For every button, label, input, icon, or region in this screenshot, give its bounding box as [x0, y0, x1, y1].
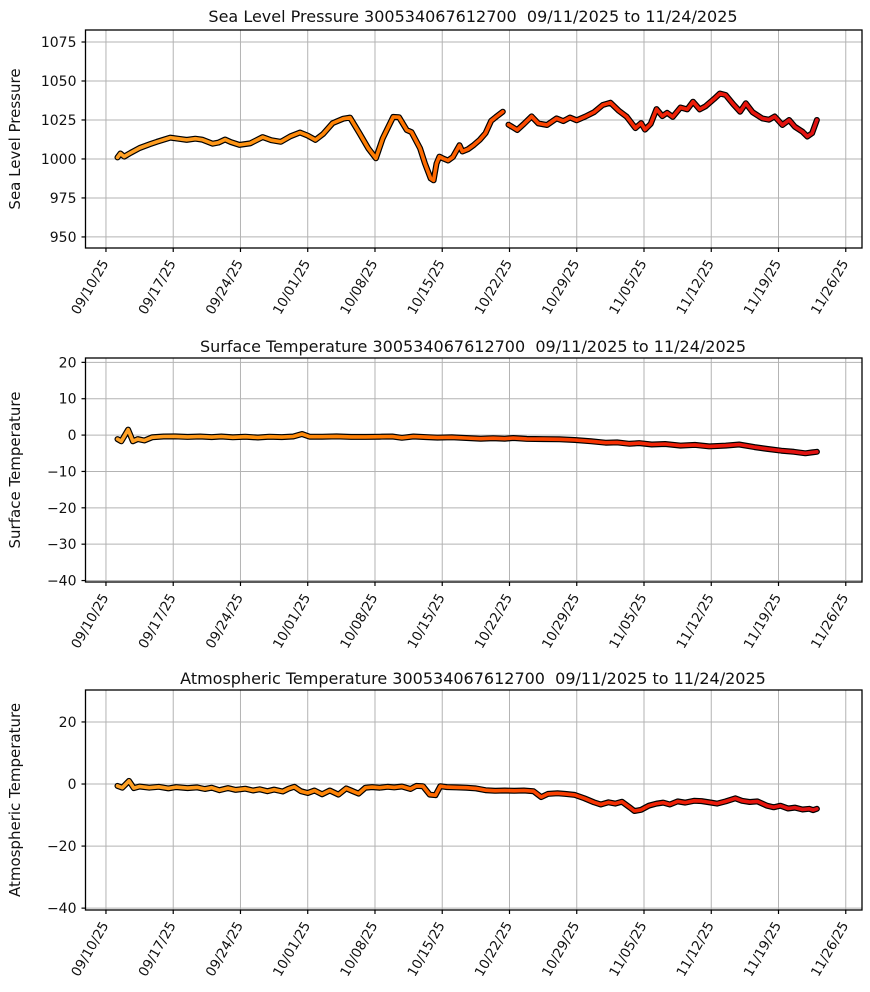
x-tick-label: 10/01/25	[270, 919, 314, 980]
chart-title: Atmospheric Temperature 300534067612700 …	[180, 669, 766, 688]
y-tick-label: −10	[47, 464, 77, 480]
x-tick-label: 10/22/25	[472, 919, 516, 980]
chart-title: Sea Level Pressure 300534067612700 09/11…	[208, 7, 737, 26]
x-tick-label: 11/26/25	[808, 919, 852, 980]
axes-border	[84, 689, 863, 911]
x-tick-label: 11/19/25	[741, 919, 785, 980]
x-tick-label: 09/17/25	[136, 919, 180, 980]
x-tick-label: 10/01/25	[270, 591, 314, 652]
y-tick-label: 975	[50, 191, 77, 207]
axes-border	[84, 357, 863, 583]
x-tick-label: 11/19/25	[741, 257, 785, 318]
y-tick-label: 1075	[41, 35, 77, 51]
chart-title: Surface Temperature 300534067612700 09/1…	[200, 337, 746, 356]
x-tick-label: 11/05/25	[606, 919, 650, 980]
chart-sea-level-pressure: Sea Level Pressure 300534067612700 09/11…	[6, 7, 863, 318]
series-line	[115, 109, 505, 183]
x-tick-label: 10/15/25	[405, 591, 449, 652]
x-tick-label: 11/12/25	[674, 257, 718, 318]
x-tick-label: 10/01/25	[270, 257, 314, 318]
x-tick-label: 09/17/25	[136, 591, 180, 652]
x-tick-label: 09/24/25	[203, 257, 247, 318]
x-tick-label: 10/15/25	[405, 257, 449, 318]
x-tick-label: 10/22/25	[472, 591, 516, 652]
x-tick-label: 09/24/25	[203, 919, 247, 980]
y-tick-label: 10	[59, 392, 77, 408]
x-tick-label: 09/17/25	[136, 257, 180, 318]
x-tick-label: 11/26/25	[808, 257, 852, 318]
y-tick-label: 950	[50, 230, 77, 246]
x-tick-label: 10/08/25	[337, 919, 381, 980]
x-tick-label: 10/22/25	[472, 257, 516, 318]
y-tick-label: 0	[68, 428, 77, 444]
x-tick-label: 11/05/25	[606, 591, 650, 652]
x-tick-label: 10/08/25	[337, 257, 381, 318]
y-tick-label: −20	[47, 839, 77, 855]
y-tick-label: 1000	[41, 152, 77, 168]
y-tick-label: 20	[59, 355, 77, 371]
plot-area: 09/10/25 09/17/25 09/24/25 10/01/25 10/08/25…	[47, 689, 863, 980]
x-tick-label: 11/12/25	[674, 591, 718, 652]
y-tick-label: 1050	[41, 74, 77, 90]
series-line-edge	[114, 426, 820, 457]
x-tick-label: 11/12/25	[674, 919, 718, 980]
x-tick-label: 10/08/25	[337, 591, 381, 652]
chart-surface-temperature: Surface Temperature 300534067612700 09/1…	[6, 337, 863, 652]
x-tick-label: 09/10/25	[68, 591, 112, 652]
y-tick-label: 0	[68, 777, 77, 793]
x-tick-label: 09/24/25	[203, 591, 247, 652]
x-tick-label: 10/15/25	[405, 919, 449, 980]
y-axis-label: Sea Level Pressure	[6, 68, 24, 209]
y-tick-label: 20	[59, 715, 77, 731]
plot-area: 09/10/25 09/17/25 09/24/25 10/01/25 10/08/25…	[47, 355, 863, 652]
x-tick-label: 10/29/25	[539, 919, 583, 980]
y-tick-label: −30	[47, 537, 77, 553]
y-axis-label: Atmospheric Temperature	[6, 703, 24, 897]
axes-border	[84, 29, 863, 249]
series-line-edge	[114, 777, 820, 814]
y-tick-label: −40	[47, 901, 77, 917]
y-tick-label: −20	[47, 501, 77, 517]
series-line-edge	[114, 108, 506, 184]
plot-area: 09/10/25 09/17/25 09/24/25 10/01/25 10/08/25…	[41, 29, 863, 318]
y-tick-label: −40	[47, 574, 77, 590]
series-line	[115, 779, 819, 813]
x-tick-label: 10/29/25	[539, 257, 583, 318]
series-line	[506, 91, 819, 139]
x-tick-label: 10/29/25	[539, 591, 583, 652]
y-axis-label: Surface Temperature	[6, 392, 24, 549]
x-tick-label: 11/05/25	[606, 257, 650, 318]
x-tick-label: 09/10/25	[68, 919, 112, 980]
chart-atmospheric-temperature: Atmospheric Temperature 300534067612700 …	[6, 669, 863, 980]
y-tick-label: 1025	[41, 113, 77, 129]
series-line	[115, 427, 819, 456]
x-tick-label: 09/10/25	[68, 257, 112, 318]
x-tick-label: 11/26/25	[808, 591, 852, 652]
x-tick-label: 11/19/25	[741, 591, 785, 652]
